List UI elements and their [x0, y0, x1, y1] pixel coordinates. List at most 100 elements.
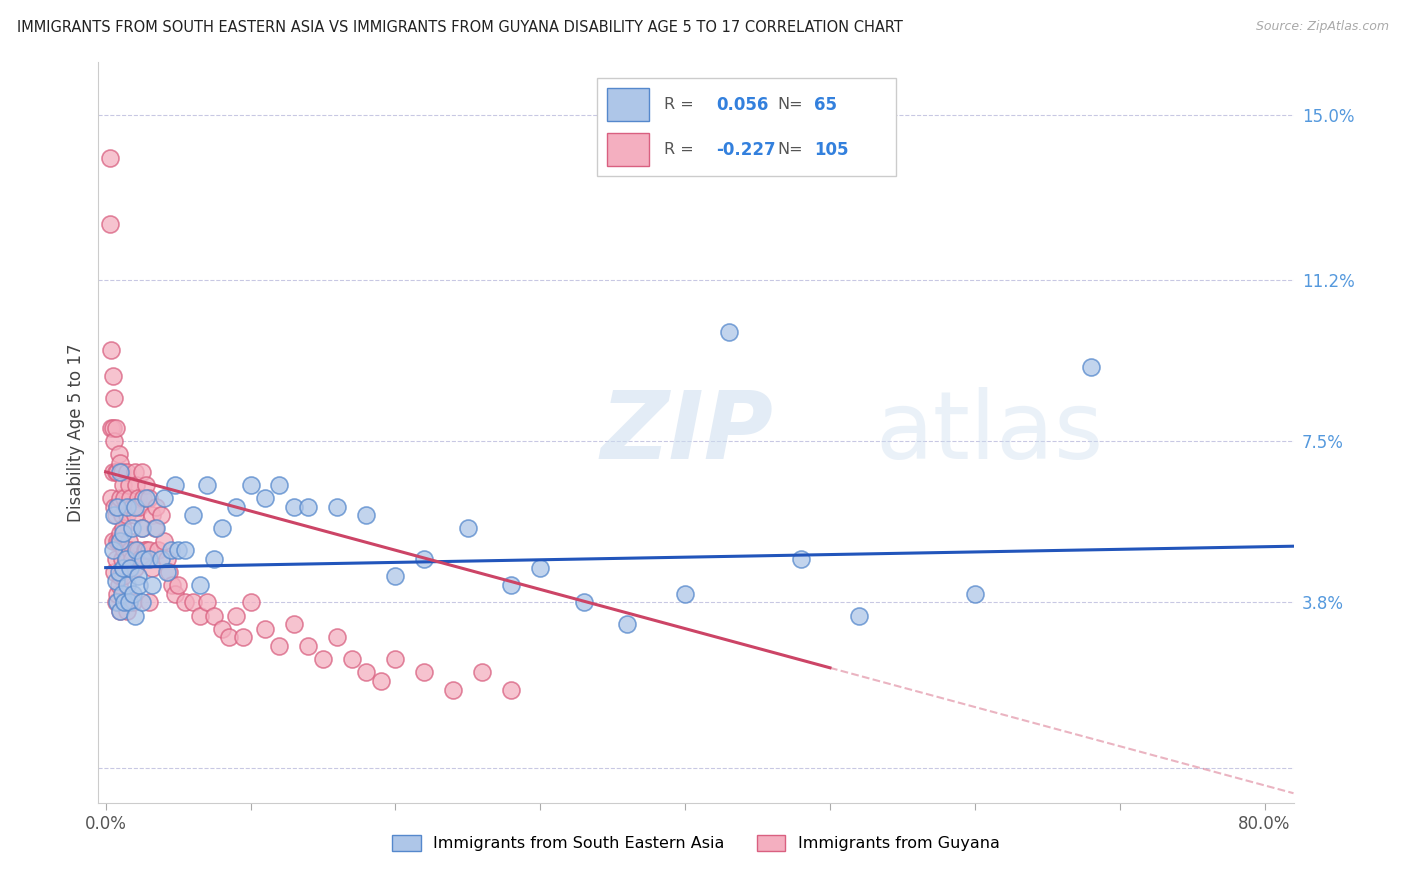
Point	[110, 552, 132, 566]
Point	[107, 447, 129, 461]
Point	[218, 630, 240, 644]
Point	[98, 151, 121, 165]
Point	[105, 500, 128, 514]
Point	[100, 491, 122, 505]
Y-axis label: Disability Age 5 to 17: Disability Age 5 to 17	[67, 343, 86, 522]
Point	[195, 478, 218, 492]
Point	[529, 560, 551, 574]
Point	[143, 521, 166, 535]
Point	[572, 595, 595, 609]
Point	[128, 578, 150, 592]
Point	[125, 478, 148, 492]
Point	[312, 652, 335, 666]
Point	[225, 608, 247, 623]
Point	[124, 608, 146, 623]
Point	[104, 595, 127, 609]
Point	[108, 525, 131, 540]
Point	[122, 595, 145, 609]
Point	[131, 595, 153, 609]
Point	[112, 569, 135, 583]
Point	[121, 552, 143, 566]
Point	[120, 491, 142, 505]
Point	[340, 652, 363, 666]
Point	[112, 521, 135, 535]
Point	[108, 491, 131, 505]
Point	[100, 421, 122, 435]
Point	[114, 543, 136, 558]
Point	[101, 465, 124, 479]
Point	[103, 565, 125, 579]
Point	[162, 578, 184, 592]
Point	[103, 434, 125, 449]
Point	[104, 552, 127, 566]
Point	[108, 534, 131, 549]
Point	[112, 525, 135, 540]
Point	[138, 543, 160, 558]
Point	[202, 608, 225, 623]
Point	[413, 665, 436, 680]
Point	[211, 622, 233, 636]
Point	[114, 491, 136, 505]
Point	[167, 543, 190, 558]
Point	[127, 543, 149, 558]
Point	[253, 622, 276, 636]
Point	[114, 595, 136, 609]
Point	[108, 604, 131, 618]
Point	[118, 595, 141, 609]
Point	[107, 578, 129, 592]
Point	[105, 595, 128, 609]
Point	[107, 500, 129, 514]
Point	[101, 543, 124, 558]
Point	[127, 569, 149, 583]
Point	[104, 508, 127, 523]
Point	[124, 508, 146, 523]
Point	[117, 508, 139, 523]
Point	[1080, 360, 1102, 375]
Point	[138, 595, 160, 609]
Point	[211, 521, 233, 535]
Point	[127, 491, 149, 505]
Point	[131, 521, 153, 535]
Point	[104, 574, 127, 588]
Point	[103, 508, 125, 523]
Point	[145, 500, 167, 514]
Point	[104, 421, 127, 435]
Point	[100, 343, 122, 357]
Point	[155, 565, 177, 579]
Point	[141, 578, 163, 592]
Point	[160, 543, 183, 558]
Point	[384, 652, 406, 666]
Point	[356, 508, 378, 523]
Point	[117, 578, 139, 592]
Point	[131, 465, 153, 479]
Point	[790, 552, 813, 566]
Point	[122, 587, 145, 601]
Point	[165, 587, 187, 601]
Point	[616, 617, 638, 632]
Point	[174, 595, 197, 609]
Point	[115, 552, 138, 566]
Point	[108, 456, 131, 470]
Point	[124, 465, 146, 479]
Point	[717, 326, 740, 340]
Point	[149, 508, 172, 523]
Text: ZIP: ZIP	[600, 386, 773, 479]
Point	[135, 543, 157, 558]
Point	[963, 587, 986, 601]
Point	[117, 465, 139, 479]
Point	[103, 500, 125, 514]
Point	[326, 630, 349, 644]
Point	[232, 630, 254, 644]
Point	[117, 552, 139, 566]
Text: IMMIGRANTS FROM SOUTH EASTERN ASIA VS IMMIGRANTS FROM GUYANA DISABILITY AGE 5 TO: IMMIGRANTS FROM SOUTH EASTERN ASIA VS IM…	[17, 20, 903, 35]
Point	[146, 543, 169, 558]
Point	[673, 587, 696, 601]
Point	[283, 500, 305, 514]
Point	[125, 543, 148, 558]
Point	[326, 500, 349, 514]
Point	[101, 369, 124, 384]
Point	[152, 534, 174, 549]
Point	[188, 608, 211, 623]
Point	[145, 521, 167, 535]
Point	[138, 491, 160, 505]
